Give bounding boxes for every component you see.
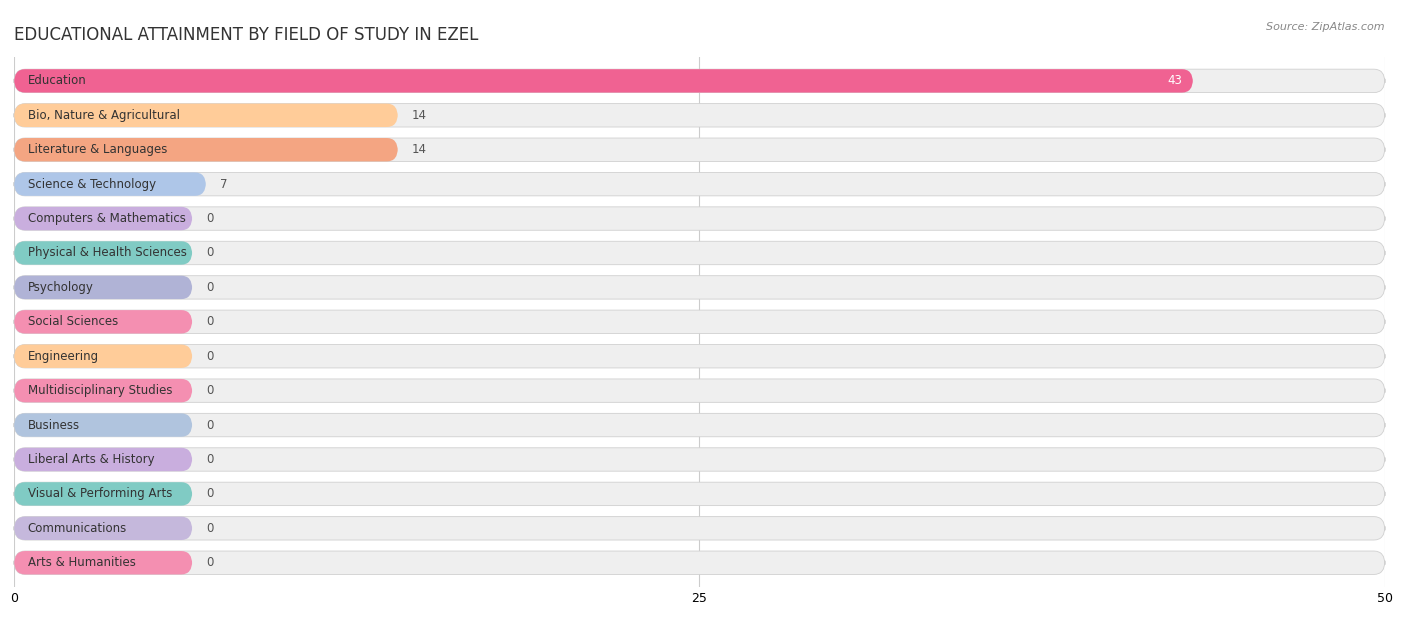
FancyBboxPatch shape	[14, 482, 1385, 505]
Text: 0: 0	[207, 281, 214, 294]
FancyBboxPatch shape	[14, 448, 193, 471]
Text: 0: 0	[207, 247, 214, 259]
Text: 7: 7	[219, 178, 228, 191]
Text: Liberal Arts & History: Liberal Arts & History	[28, 453, 155, 466]
FancyBboxPatch shape	[14, 69, 1385, 93]
Text: 14: 14	[412, 109, 426, 122]
FancyBboxPatch shape	[14, 551, 193, 574]
Text: 14: 14	[412, 143, 426, 156]
FancyBboxPatch shape	[14, 413, 193, 437]
Text: EDUCATIONAL ATTAINMENT BY FIELD OF STUDY IN EZEL: EDUCATIONAL ATTAINMENT BY FIELD OF STUDY…	[14, 26, 478, 44]
Text: 0: 0	[207, 522, 214, 535]
Text: 0: 0	[207, 418, 214, 432]
FancyBboxPatch shape	[14, 413, 1385, 437]
Text: 0: 0	[207, 557, 214, 569]
Text: Education: Education	[28, 74, 87, 87]
Text: Business: Business	[28, 418, 80, 432]
FancyBboxPatch shape	[14, 276, 1385, 299]
FancyBboxPatch shape	[14, 310, 1385, 334]
FancyBboxPatch shape	[14, 551, 1385, 574]
FancyBboxPatch shape	[14, 517, 193, 540]
Text: Engineering: Engineering	[28, 350, 98, 363]
FancyBboxPatch shape	[14, 207, 1385, 230]
FancyBboxPatch shape	[14, 345, 193, 368]
Text: Visual & Performing Arts: Visual & Performing Arts	[28, 487, 172, 500]
Text: Communications: Communications	[28, 522, 127, 535]
FancyBboxPatch shape	[14, 482, 193, 505]
FancyBboxPatch shape	[14, 138, 398, 162]
Text: Literature & Languages: Literature & Languages	[28, 143, 167, 156]
Text: Source: ZipAtlas.com: Source: ZipAtlas.com	[1267, 22, 1385, 32]
FancyBboxPatch shape	[14, 276, 193, 299]
FancyBboxPatch shape	[14, 448, 1385, 471]
Text: Computers & Mathematics: Computers & Mathematics	[28, 212, 186, 225]
Text: Physical & Health Sciences: Physical & Health Sciences	[28, 247, 187, 259]
FancyBboxPatch shape	[14, 172, 1385, 196]
Text: Psychology: Psychology	[28, 281, 94, 294]
Text: 43: 43	[1167, 74, 1182, 87]
FancyBboxPatch shape	[14, 103, 398, 127]
Text: Social Sciences: Social Sciences	[28, 316, 118, 328]
FancyBboxPatch shape	[14, 241, 193, 264]
Text: Multidisciplinary Studies: Multidisciplinary Studies	[28, 384, 173, 397]
Text: 0: 0	[207, 212, 214, 225]
FancyBboxPatch shape	[14, 345, 1385, 368]
FancyBboxPatch shape	[14, 172, 207, 196]
Text: 0: 0	[207, 316, 214, 328]
FancyBboxPatch shape	[14, 379, 1385, 403]
FancyBboxPatch shape	[14, 379, 193, 403]
Text: Science & Technology: Science & Technology	[28, 178, 156, 191]
Text: 0: 0	[207, 350, 214, 363]
Text: Arts & Humanities: Arts & Humanities	[28, 557, 135, 569]
FancyBboxPatch shape	[14, 103, 1385, 127]
Text: 0: 0	[207, 487, 214, 500]
FancyBboxPatch shape	[14, 310, 193, 334]
FancyBboxPatch shape	[14, 138, 1385, 162]
FancyBboxPatch shape	[14, 69, 1192, 93]
FancyBboxPatch shape	[14, 517, 1385, 540]
Text: 0: 0	[207, 453, 214, 466]
Text: Bio, Nature & Agricultural: Bio, Nature & Agricultural	[28, 109, 180, 122]
Text: 0: 0	[207, 384, 214, 397]
FancyBboxPatch shape	[14, 241, 1385, 264]
FancyBboxPatch shape	[14, 207, 193, 230]
